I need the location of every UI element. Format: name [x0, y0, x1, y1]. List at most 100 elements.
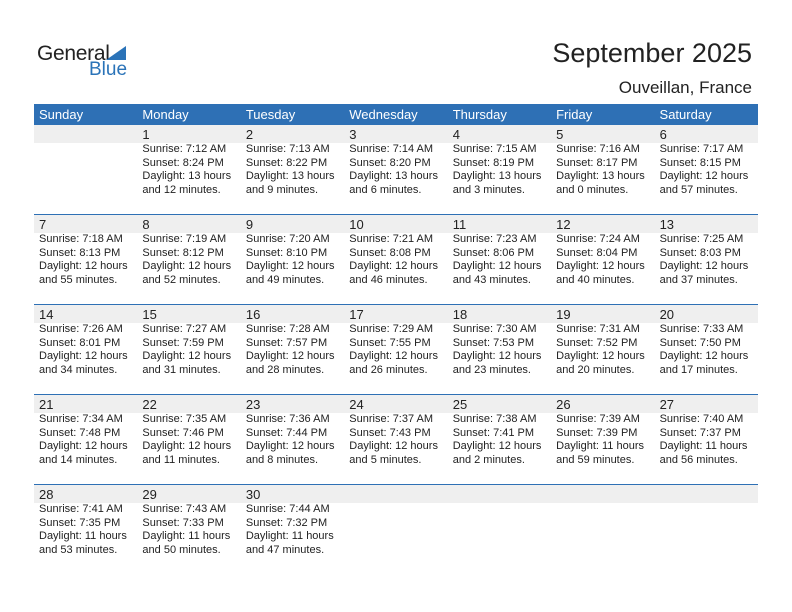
day-rise: Sunrise: 7:21 AM [349, 233, 434, 245]
day-rise: Sunrise: 7:14 AM [349, 143, 434, 155]
day-set: Sunset: 7:43 PM [349, 426, 431, 439]
day-rise: Sunrise: 7:33 AM [659, 323, 744, 335]
day-rise: Sunrise: 7:15 AM [452, 143, 537, 155]
day-number: 5 [556, 127, 564, 142]
day-dl1: Daylight: 13 hours [452, 170, 542, 183]
day-dl2: and 57 minutes. [659, 183, 738, 196]
day-dl2: and 47 minutes. [245, 543, 325, 556]
day-dl2: and 46 minutes. [349, 273, 428, 286]
day-rise: Sunrise: 7:35 AM [142, 413, 227, 425]
day-cell: 11 Sunrise: 7:23 AM Sunset: 8:06 PM Dayligh… [448, 215, 551, 287]
day-rise: Sunrise: 7:30 AM [452, 323, 537, 335]
day-cell: 1 Sunrise: 7:12 AM Sunset: 8:24 PM Daylight… [137, 125, 240, 197]
day-set: Sunset: 7:57 PM [245, 336, 328, 349]
weekday-wednesday: Wednesday [349, 107, 418, 122]
day-set: Sunset: 7:52 PM [556, 336, 638, 349]
day-set: Sunset: 8:06 PM [452, 246, 535, 259]
day-cell: 7 Sunrise: 7:18 AM Sunset: 8:13 PM Daylight… [34, 215, 137, 287]
day-cell: 26 Sunrise: 7:39 AM Sunset: 7:39 PM Dayligh… [551, 395, 654, 467]
day-set: Sunset: 8:19 PM [452, 156, 535, 169]
day-rise: Sunrise: 7:17 AM [659, 143, 744, 155]
day-number: 11 [452, 217, 467, 232]
day-cell: 4 Sunrise: 7:15 AM Sunset: 8:19 PM Daylight… [448, 125, 551, 197]
day-dl1: Daylight: 12 hours [39, 440, 128, 453]
day-number: 26 [556, 397, 571, 412]
day-cell: 16 Sunrise: 7:28 AM Sunset: 7:57 PM Dayligh… [241, 305, 344, 377]
day-rise: Sunrise: 7:13 AM [245, 143, 330, 155]
day-dl1: Daylight: 12 hours [659, 350, 749, 363]
weekday-monday: Monday [142, 107, 189, 122]
date-band [34, 215, 758, 233]
logo-triangle-icon [106, 46, 126, 60]
day-dl2: and 49 minutes. [245, 273, 325, 286]
day-set: Sunset: 8:22 PM [245, 156, 328, 169]
day-cell: 30 Sunrise: 7:44 AM Sunset: 7:32 PM Dayligh… [241, 485, 344, 557]
day-rise: Sunrise: 7:29 AM [349, 323, 434, 335]
day-cell: 22 Sunrise: 7:35 AM Sunset: 7:46 PM Dayligh… [137, 395, 240, 467]
day-number: 29 [142, 487, 157, 502]
day-dl1: Daylight: 12 hours [659, 170, 749, 183]
day-dl2: and 3 minutes. [452, 183, 525, 196]
day-number: 17 [349, 307, 364, 322]
day-number: 24 [349, 397, 364, 412]
day-number: 2 [245, 127, 254, 142]
day-set: Sunset: 8:17 PM [556, 156, 638, 169]
day-dl2: and 17 minutes. [659, 363, 738, 376]
day-rise: Sunrise: 7:39 AM [556, 413, 640, 425]
day-number: 23 [245, 397, 261, 412]
day-number: 30 [245, 487, 261, 502]
day-number: 7 [39, 217, 47, 232]
day-dl2: and 40 minutes. [556, 273, 635, 286]
day-rise: Sunrise: 7:18 AM [39, 233, 123, 245]
day-dl2: and 0 minutes. [556, 183, 629, 196]
day-cell: 19 Sunrise: 7:31 AM Sunset: 7:52 PM Dayligh… [551, 305, 654, 377]
day-dl1: Daylight: 12 hours [142, 440, 232, 453]
day-cell: 13 Sunrise: 7:25 AM Sunset: 8:03 PM Dayligh… [655, 215, 758, 287]
day-rise: Sunrise: 7:25 AM [659, 233, 744, 245]
day-dl1: Daylight: 12 hours [245, 350, 335, 363]
day-rise: Sunrise: 7:44 AM [245, 503, 330, 515]
day-cell: 3 Sunrise: 7:14 AM Sunset: 8:20 PM Daylight… [344, 125, 447, 197]
day-cell: 10 Sunrise: 7:21 AM Sunset: 8:08 PM Dayligh… [344, 215, 447, 287]
day-set: Sunset: 8:15 PM [659, 156, 741, 169]
weekday-friday: Friday [556, 107, 593, 122]
day-number: 1 [142, 127, 150, 142]
day-cell: 14 Sunrise: 7:26 AM Sunset: 8:01 PM Dayligh… [34, 305, 137, 377]
day-dl1: Daylight: 12 hours [39, 350, 128, 363]
day-number: 9 [245, 217, 254, 232]
day-set: Sunset: 8:04 PM [556, 246, 638, 259]
day-set: Sunset: 7:53 PM [452, 336, 535, 349]
day-dl2: and 8 minutes. [245, 453, 319, 466]
day-rise: Sunrise: 7:24 AM [556, 233, 640, 245]
day-dl1: Daylight: 11 hours [556, 440, 644, 453]
day-number: 8 [142, 217, 150, 232]
day-rise: Sunrise: 7:19 AM [142, 233, 227, 245]
day-set: Sunset: 7:50 PM [659, 336, 741, 349]
day-dl1: Daylight: 12 hours [556, 260, 645, 273]
day-dl2: and 9 minutes. [245, 183, 319, 196]
logo-general: General [37, 42, 110, 65]
day-set: Sunset: 8:08 PM [349, 246, 431, 259]
day-dl2: and 26 minutes. [349, 363, 428, 376]
day-rise: Sunrise: 7:43 AM [142, 503, 227, 515]
day-dl1: Daylight: 13 hours [349, 170, 438, 183]
day-number: 12 [556, 217, 571, 232]
day-dl2: and 12 minutes. [142, 183, 221, 196]
day-cell: 25 Sunrise: 7:38 AM Sunset: 7:41 PM Dayligh… [448, 395, 551, 467]
day-dl1: Daylight: 12 hours [452, 440, 542, 453]
day-dl1: Daylight: 12 hours [245, 440, 335, 453]
day-cell: 2 Sunrise: 7:13 AM Sunset: 8:22 PM Daylight… [241, 125, 344, 197]
day-rise: Sunrise: 7:27 AM [142, 323, 227, 335]
day-dl1: Daylight: 11 hours [142, 530, 231, 543]
day-rise: Sunrise: 7:26 AM [39, 323, 123, 335]
day-set: Sunset: 8:10 PM [245, 246, 328, 259]
day-cell: 29 Sunrise: 7:43 AM Sunset: 7:33 PM Dayligh… [137, 485, 240, 557]
day-dl2: and 55 minutes. [39, 273, 118, 286]
day-set: Sunset: 8:13 PM [39, 246, 121, 259]
day-cell: 8 Sunrise: 7:19 AM Sunset: 8:12 PM Daylight… [137, 215, 240, 287]
day-dl1: Daylight: 13 hours [556, 170, 645, 183]
day-dl2: and 34 minutes. [39, 363, 118, 376]
day-dl1: Daylight: 12 hours [349, 440, 438, 453]
day-dl1: Daylight: 12 hours [349, 260, 438, 273]
day-set: Sunset: 8:20 PM [349, 156, 431, 169]
